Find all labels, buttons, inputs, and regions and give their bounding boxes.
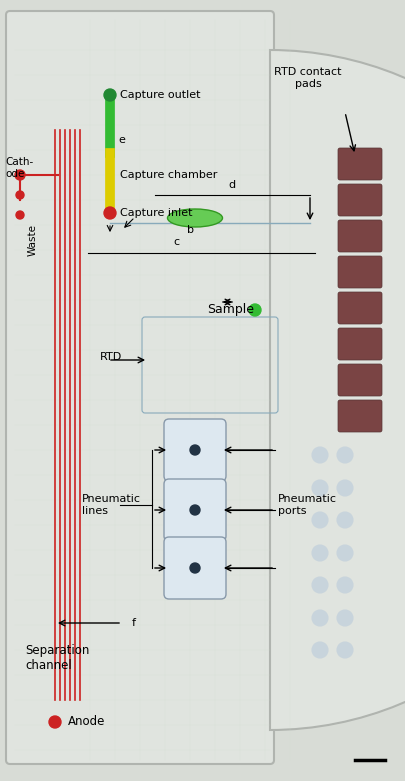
FancyBboxPatch shape [337, 364, 381, 396]
Text: c: c [173, 237, 179, 247]
Circle shape [336, 577, 352, 593]
Circle shape [311, 512, 327, 528]
Circle shape [104, 89, 116, 101]
Text: RTD contact
pads: RTD contact pads [273, 67, 341, 89]
Text: Separation
channel: Separation channel [25, 644, 89, 672]
Circle shape [248, 304, 260, 316]
Text: d: d [228, 180, 234, 190]
Circle shape [311, 610, 327, 626]
Circle shape [190, 445, 200, 455]
FancyBboxPatch shape [164, 537, 226, 599]
Circle shape [336, 642, 352, 658]
Circle shape [311, 447, 327, 463]
FancyBboxPatch shape [337, 292, 381, 324]
Circle shape [190, 505, 200, 515]
Wedge shape [269, 50, 405, 730]
FancyBboxPatch shape [337, 220, 381, 252]
Circle shape [336, 610, 352, 626]
FancyBboxPatch shape [337, 400, 381, 432]
Circle shape [15, 170, 25, 180]
Text: Capture inlet: Capture inlet [120, 208, 192, 218]
FancyBboxPatch shape [337, 184, 381, 216]
Circle shape [311, 545, 327, 561]
Circle shape [336, 512, 352, 528]
Circle shape [336, 545, 352, 561]
Text: b: b [187, 225, 194, 235]
Text: Anode: Anode [68, 715, 105, 729]
Circle shape [49, 716, 61, 728]
Circle shape [311, 642, 327, 658]
Text: Cath-
ode: Cath- ode [5, 157, 33, 179]
Text: RTD: RTD [100, 352, 122, 362]
FancyBboxPatch shape [6, 11, 273, 764]
FancyBboxPatch shape [164, 419, 226, 481]
Circle shape [311, 577, 327, 593]
Ellipse shape [167, 209, 222, 227]
Text: Pneumatic
lines: Pneumatic lines [82, 494, 141, 515]
Text: Capture outlet: Capture outlet [120, 90, 200, 100]
FancyBboxPatch shape [337, 148, 381, 180]
Text: Waste: Waste [28, 224, 38, 256]
Circle shape [336, 447, 352, 463]
Circle shape [336, 480, 352, 496]
FancyBboxPatch shape [337, 328, 381, 360]
FancyBboxPatch shape [337, 256, 381, 288]
Text: Pneumatic
ports: Pneumatic ports [277, 494, 336, 515]
Circle shape [16, 211, 24, 219]
Circle shape [16, 191, 24, 199]
Circle shape [311, 480, 327, 496]
Text: Capture chamber: Capture chamber [120, 170, 217, 180]
Circle shape [190, 563, 200, 573]
Circle shape [104, 207, 116, 219]
Text: Sample: Sample [207, 304, 254, 316]
FancyBboxPatch shape [164, 479, 226, 541]
Text: f: f [132, 618, 136, 628]
Text: e: e [118, 135, 125, 145]
